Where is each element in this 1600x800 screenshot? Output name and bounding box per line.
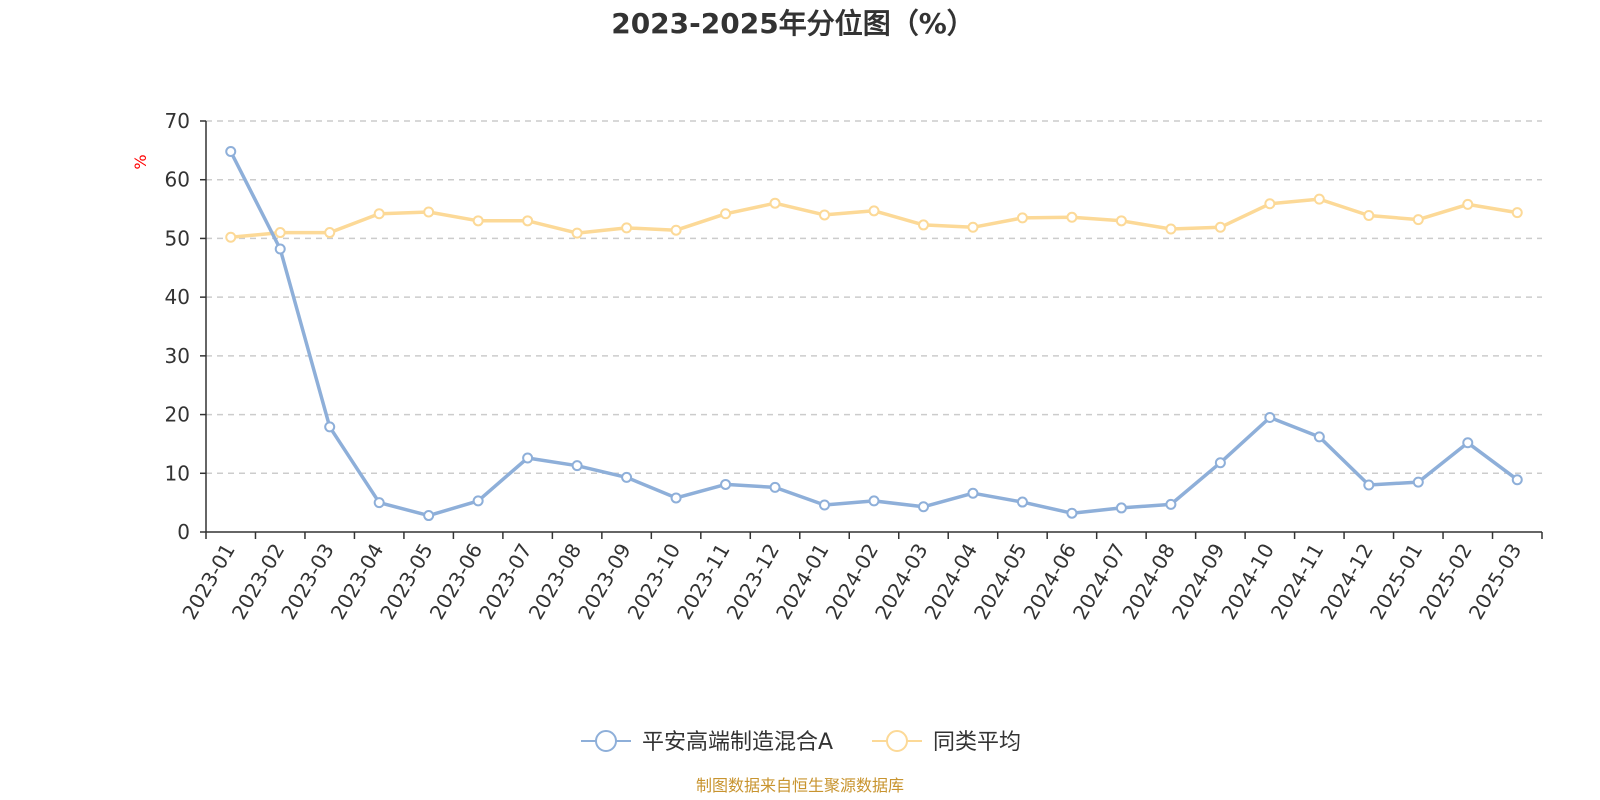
data-point[interactable] [472,215,484,227]
data-point[interactable] [225,231,237,243]
data-point[interactable] [571,227,583,239]
data-point[interactable] [522,215,534,227]
data-point[interactable] [670,224,682,236]
y-tick-label: 10 [165,461,190,485]
legend-marker-icon [595,730,617,752]
data-point[interactable] [621,222,633,234]
data-point[interactable] [1313,431,1325,443]
data-point[interactable] [967,487,979,499]
data-point[interactable] [1066,211,1078,223]
legend-marker-icon [886,730,908,752]
data-point[interactable] [1016,212,1028,224]
grid-lines [206,120,1542,475]
data-point[interactable] [472,495,484,507]
y-tick-label: 50 [165,226,190,250]
data-point[interactable] [769,481,781,493]
data-point[interactable] [1016,496,1028,508]
data-point[interactable] [1462,198,1474,210]
data-point[interactable] [917,501,929,513]
data-point[interactable] [819,499,831,511]
data-point[interactable] [324,227,336,239]
data-point[interactable] [225,146,237,158]
data-point[interactable] [1412,214,1424,226]
y-axis-unit-label: % [131,154,150,169]
y-tick-label: 0 [177,520,190,544]
legend[interactable]: 平安高端制造混合A 同类平均 [581,730,1021,755]
data-point[interactable] [1165,223,1177,235]
data-point[interactable] [1066,507,1078,519]
data-point[interactable] [720,208,732,220]
data-point[interactable] [670,492,682,504]
legend-item[interactable]: 平安高端制造混合A [581,730,833,755]
data-point[interactable] [868,495,880,507]
data-point[interactable] [1264,412,1276,424]
data-point[interactable] [522,452,534,464]
series-lines [225,146,1523,522]
data-point[interactable] [769,197,781,209]
data-point[interactable] [1511,474,1523,486]
y-tick-label: 40 [165,285,190,309]
data-point[interactable] [1214,457,1226,469]
data-point[interactable] [571,460,583,472]
series-1 [225,193,1523,243]
data-point[interactable] [1462,437,1474,449]
data-point[interactable] [423,206,435,218]
data-point[interactable] [819,209,831,221]
data-point[interactable] [423,510,435,522]
data-point[interactable] [1115,502,1127,514]
data-point[interactable] [373,497,385,509]
data-point[interactable] [868,205,880,217]
data-point[interactable] [274,243,286,255]
data-point[interactable] [373,208,385,220]
data-point[interactable] [1165,498,1177,510]
data-point[interactable] [1511,207,1523,219]
axes: 0102030405060702023-012023-022023-032023… [165,109,1543,624]
y-tick-label: 30 [165,344,190,368]
y-tick-label: 60 [165,168,190,192]
legend-item[interactable]: 同类平均 [872,730,1021,755]
chart-title: 2023-2025年分位图（%） [611,7,975,40]
legend-label: 同类平均 [933,730,1021,755]
data-point[interactable] [1313,193,1325,205]
data-point[interactable] [1115,215,1127,227]
data-point[interactable] [274,227,286,239]
data-point[interactable] [1214,221,1226,233]
legend-label: 平安高端制造混合A [642,730,833,755]
data-point[interactable] [324,421,336,433]
series-0 [225,146,1523,522]
data-point[interactable] [1363,210,1375,222]
data-source-note: 制图数据来自恒生聚源数据库 [696,776,904,795]
y-tick-label: 70 [165,109,190,133]
data-point[interactable] [1412,476,1424,488]
series-line [230,197,1518,240]
data-point[interactable] [621,471,633,483]
y-tick-label: 20 [165,403,190,427]
data-point[interactable] [967,221,979,233]
data-point[interactable] [917,219,929,231]
data-point[interactable] [1363,479,1375,491]
data-point[interactable] [1264,198,1276,210]
data-point[interactable] [720,478,732,490]
